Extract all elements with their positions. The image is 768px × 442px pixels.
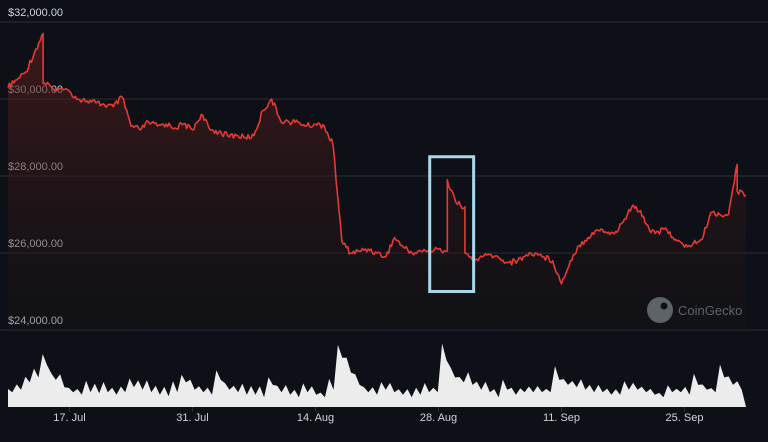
x-tick-label: 17. Jul xyxy=(53,412,85,424)
coingecko-watermark: CoinGecko xyxy=(647,297,742,323)
x-tick-label: 28. Aug xyxy=(420,412,457,424)
x-tick-label: 11. Sep xyxy=(543,412,580,424)
gecko-logo-icon xyxy=(647,297,673,323)
x-tick-label: 14. Aug xyxy=(297,412,334,424)
volume-bars xyxy=(8,343,746,407)
price-area xyxy=(8,33,746,330)
price-line xyxy=(7,32,747,285)
x-axis-labels: 17. Jul 31. Jul 14. Aug 28. Aug 11. Sep 25. S… xyxy=(53,407,703,424)
highlight-rect xyxy=(428,155,476,293)
volume-area xyxy=(8,343,746,407)
x-tick-label: 31. Jul xyxy=(176,412,208,424)
price-series xyxy=(7,32,747,285)
watermark-text: CoinGecko xyxy=(678,303,742,318)
price-area-fill xyxy=(8,33,746,330)
y-tick-label: $32,000.00 xyxy=(8,7,63,19)
gecko-eye-icon xyxy=(660,302,668,310)
x-tick-label: 25. Sep xyxy=(666,412,704,424)
highlight-box xyxy=(428,155,476,293)
